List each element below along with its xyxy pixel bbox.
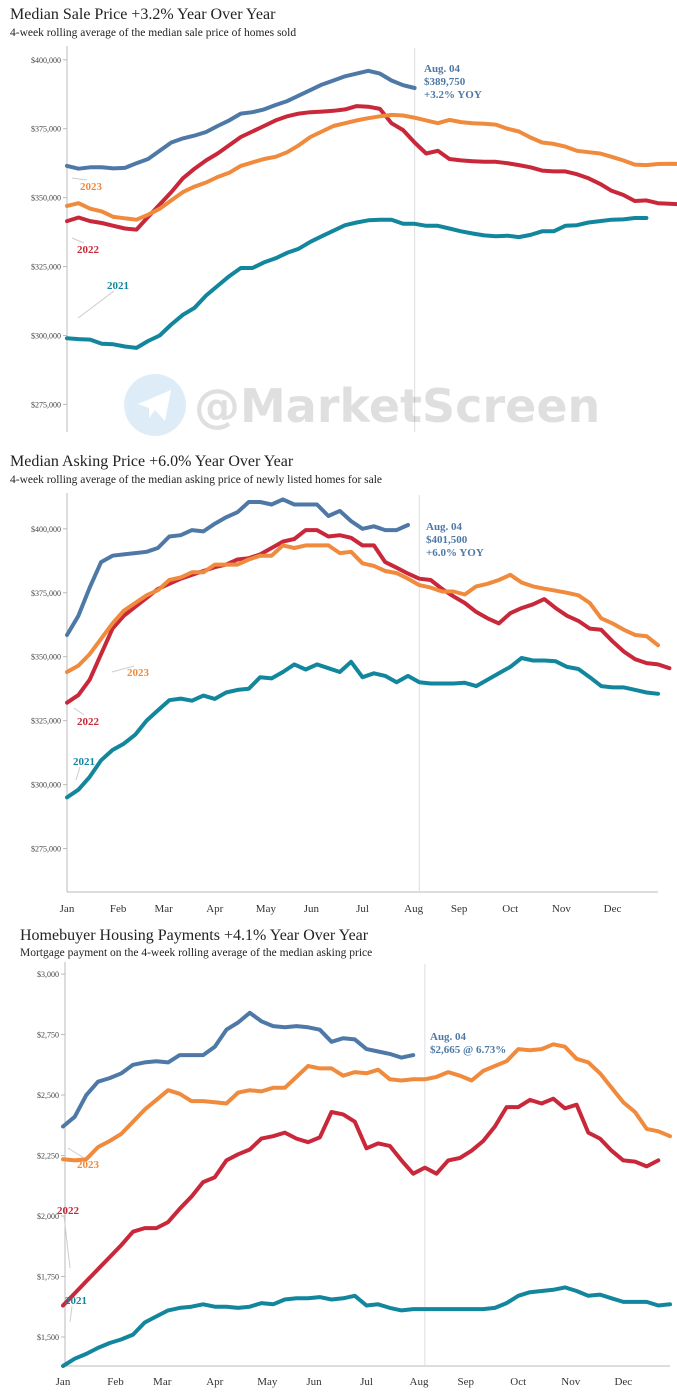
y-tick-label: $300,000 [31, 332, 61, 341]
y-tick-label: $1,500 [37, 1333, 59, 1342]
y-tick-label: $275,000 [31, 400, 61, 409]
x-tick-label: Feb [110, 903, 127, 915]
series-label-leader [69, 1305, 73, 1323]
series-line-2022 [61, 1096, 661, 1308]
series-label-leader [75, 766, 81, 781]
series-label-leader [111, 665, 135, 673]
x-tick-label: Dec [604, 903, 622, 915]
series-label-2022: 2022 [77, 244, 100, 256]
x-tick-label: Oct [510, 1376, 526, 1388]
x-tick-label: Nov [552, 903, 571, 915]
annotation-line: Aug. 04 [430, 1031, 467, 1043]
y-tick-label: $350,000 [31, 653, 61, 662]
annotation-line: $2,665 @ 6.73% [430, 1044, 506, 1056]
series-line-2024 [61, 1010, 416, 1129]
series-label-2022: 2022 [57, 1205, 80, 1217]
y-tick-label: $1,750 [37, 1272, 59, 1281]
series-label-leader [67, 1147, 85, 1159]
series-label-2023: 2023 [80, 181, 103, 193]
series-label-2021: 2021 [65, 1295, 87, 1307]
chart-panel-2: Median Asking Price +6.0% Year Over Year… [10, 453, 672, 915]
series-label-leader [71, 177, 88, 181]
series-label-2023: 2023 [127, 667, 150, 679]
annotation-line: $401,500 [426, 534, 468, 546]
y-tick-label: $2,500 [37, 1091, 59, 1100]
series-line-2023 [61, 1042, 672, 1163]
y-tick-label: $325,000 [31, 717, 61, 726]
series-label-leader [71, 237, 85, 244]
y-tick-label: $375,000 [31, 589, 61, 598]
x-tick-label: Oct [502, 903, 518, 915]
x-tick-label: Jul [356, 903, 369, 915]
series-line-2021 [61, 1285, 672, 1368]
x-tick-label: Aug [410, 1376, 429, 1388]
x-tick-label: May [256, 903, 277, 915]
series-label-leader [77, 290, 115, 319]
x-tick-label: May [257, 1376, 278, 1388]
telegram-plane-icon [124, 374, 186, 436]
x-tick-label: Sep [457, 1376, 474, 1388]
x-tick-label: Nov [561, 1376, 580, 1388]
chart-subtitle: Mortgage payment on the 4-week rolling a… [20, 947, 372, 959]
y-tick-label: $400,000 [31, 56, 61, 65]
x-tick-label: Dec [614, 1376, 632, 1388]
y-tick-label: $3,000 [37, 970, 59, 979]
series-line-2023 [65, 543, 660, 674]
x-tick-label: Sep [451, 903, 468, 915]
x-tick-label: Jul [360, 1376, 373, 1388]
series-label-2021: 2021 [107, 280, 129, 292]
watermark: @MarketScreen [124, 374, 600, 436]
series-label-leader [63, 1215, 71, 1269]
x-tick-label: Aug [404, 903, 423, 915]
series-line-2022 [65, 528, 672, 705]
x-tick-label: Mar [153, 1376, 172, 1388]
chart-title: Homebuyer Housing Payments +4.1% Year Ov… [20, 927, 369, 944]
chart-panel-3: Homebuyer Housing Payments +4.1% Year Ov… [20, 927, 672, 1388]
y-tick-label: $400,000 [31, 525, 61, 534]
y-tick-label: $350,000 [31, 194, 61, 203]
telegram-plane-glyph [138, 390, 171, 421]
x-tick-label: Apr [206, 903, 223, 915]
chart-subtitle: 4-week rolling average of the median sal… [10, 27, 296, 39]
series-label-leader [73, 707, 85, 716]
x-tick-label: Jan [60, 903, 75, 915]
annotation-line: Aug. 04 [426, 521, 463, 533]
chart-panel-1: Median Sale Price +3.2% Year Over Year 4-… [10, 6, 677, 432]
x-tick-label: Jan [56, 1376, 71, 1388]
series-line-2022 [65, 104, 677, 232]
series-line-2024 [65, 68, 417, 171]
y-tick-label: $275,000 [31, 845, 61, 854]
series-line-2021 [65, 216, 649, 350]
series-label-2021: 2021 [73, 756, 95, 768]
y-tick-label: $2,000 [37, 1212, 59, 1221]
x-tick-label: Jun [304, 903, 320, 915]
series-label-2023: 2023 [77, 1159, 100, 1171]
series-line-2021 [65, 656, 660, 800]
series-label-2022: 2022 [77, 716, 100, 728]
x-tick-label: Feb [107, 1376, 124, 1388]
chart-title: Median Sale Price +3.2% Year Over Year [10, 6, 276, 23]
x-tick-label: Jun [306, 1376, 322, 1388]
annotation-line: $389,750 [424, 76, 466, 88]
watermark-text: @MarketScreen [194, 379, 600, 433]
series-line-2024 [65, 497, 410, 637]
annotation-line: Aug. 04 [424, 63, 461, 75]
annotation-line: +3.2% YOY [424, 89, 482, 101]
chart-subtitle: 4-week rolling average of the median ask… [10, 474, 382, 486]
y-tick-label: $2,750 [37, 1031, 59, 1040]
y-tick-label: $375,000 [31, 125, 61, 134]
series-line-2023 [65, 112, 677, 222]
chart-title: Median Asking Price +6.0% Year Over Year [10, 453, 294, 470]
x-tick-label: Mar [154, 903, 173, 915]
y-tick-label: $325,000 [31, 263, 61, 272]
y-tick-label: $2,250 [37, 1152, 59, 1161]
annotation-line: +6.0% YOY [426, 547, 484, 559]
x-tick-label: Apr [206, 1376, 223, 1388]
y-tick-label: $300,000 [31, 781, 61, 790]
